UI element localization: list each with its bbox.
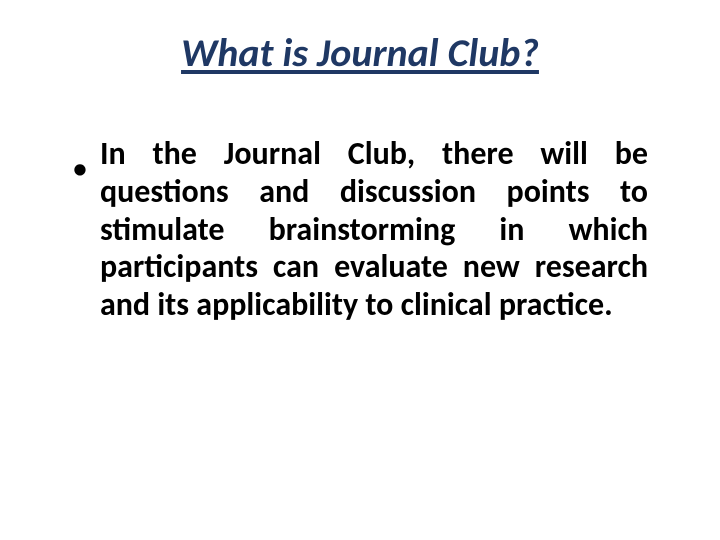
- bullet-marker: •: [72, 149, 88, 188]
- slide-container: What is Journal Club? • In the Journal C…: [0, 0, 720, 540]
- slide-title: What is Journal Club?: [60, 28, 660, 77]
- body-text: In the Journal Club, there will be quest…: [100, 135, 648, 324]
- bullet-item: • In the Journal Club, there will be que…: [60, 135, 660, 324]
